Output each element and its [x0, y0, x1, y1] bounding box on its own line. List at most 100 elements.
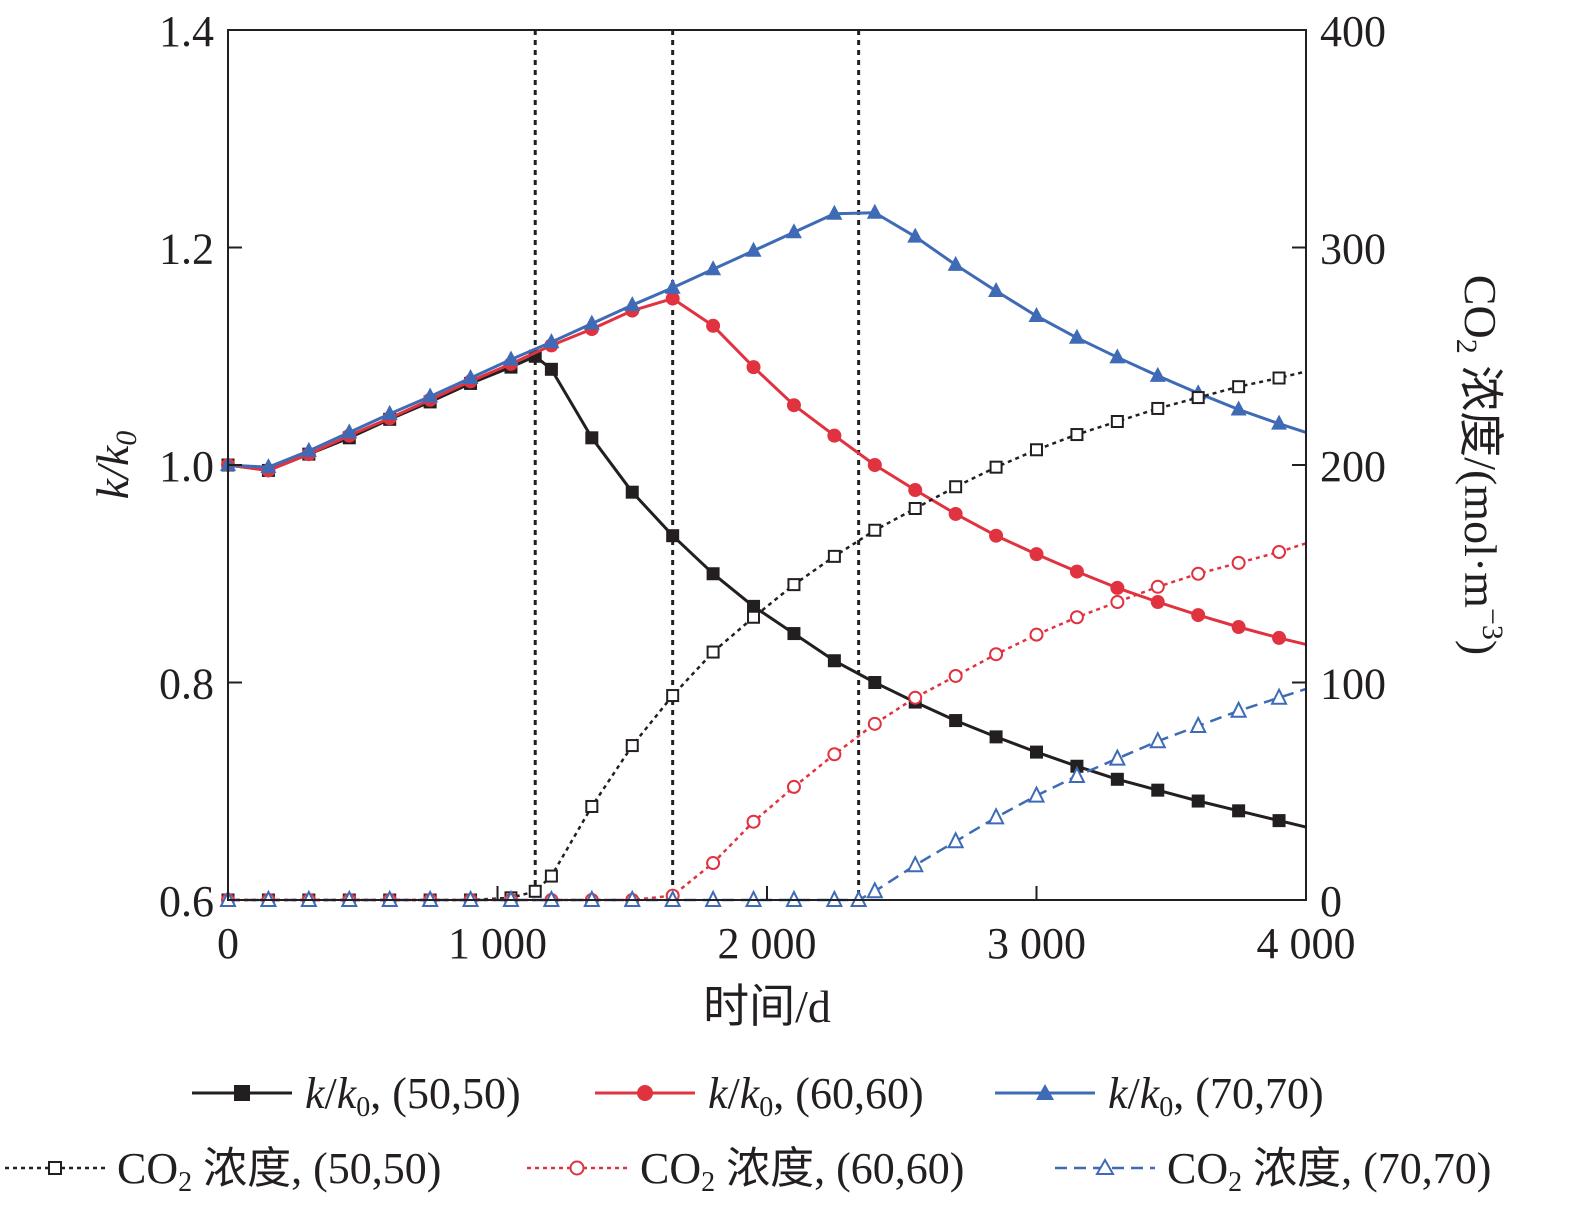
data-point [826, 204, 843, 220]
data-point [1150, 579, 1165, 594]
data-point [1272, 371, 1286, 385]
data-point [1069, 610, 1084, 625]
data-point [1191, 391, 1205, 405]
data-point [543, 333, 560, 349]
data-point [1110, 415, 1124, 428]
legend-item-k-50-50: k/k0, (50,50) [192, 1069, 521, 1123]
data-point [1150, 595, 1165, 610]
data-point [585, 431, 599, 445]
data-point [988, 282, 1005, 297]
data-point [1272, 545, 1287, 559]
data-point [786, 779, 801, 794]
data-point [1272, 814, 1286, 828]
data-point [949, 480, 963, 494]
data-point [906, 854, 924, 873]
data-point [1027, 785, 1046, 803]
data-point [747, 599, 761, 613]
data-point [1270, 687, 1288, 705]
series-3 [221, 370, 1307, 907]
data-point [462, 369, 479, 384]
data-point [746, 814, 761, 829]
data-point [1230, 400, 1247, 416]
data-point [747, 610, 761, 624]
data-point [625, 739, 639, 753]
data-point [868, 676, 882, 689]
series-5 [219, 687, 1307, 907]
data-point [1068, 765, 1086, 784]
data-point [706, 856, 721, 871]
svg-text:k/k0, (50,50): k/k0, (50,50) [305, 1069, 521, 1123]
data-point [1230, 700, 1248, 718]
svg-text:CO2 浓度, (70,70): CO2 浓度, (70,70) [1167, 1144, 1491, 1198]
data-point [1108, 748, 1126, 766]
y-left-tick-label: 1.2 [159, 225, 214, 274]
plot-series [219, 203, 1307, 907]
data-point [585, 799, 599, 813]
data-point [1271, 414, 1288, 430]
y-right-tick-label: 100 [1320, 660, 1386, 709]
data-point [785, 223, 802, 239]
data-point [1029, 627, 1044, 642]
data-point [1151, 783, 1165, 797]
data-point [1070, 428, 1084, 442]
data-point [989, 647, 1004, 662]
data-point [624, 296, 641, 312]
data-point [907, 227, 924, 243]
plot-frame [227, 29, 1307, 901]
data-point [989, 460, 1003, 474]
data-point [868, 523, 882, 537]
legend-item-co2-70-70: CO2 浓度, (70,70) [1055, 1144, 1491, 1198]
data-point [1191, 566, 1206, 581]
data-point [706, 645, 720, 659]
x-tick-label: 2 000 [718, 919, 817, 968]
data-point [1029, 547, 1044, 562]
data-point [866, 881, 884, 899]
data-point [544, 869, 558, 883]
vertical-reference-lines [533, 30, 861, 900]
data-point [625, 485, 639, 499]
data-point [866, 203, 883, 219]
data-point [827, 549, 841, 563]
data-point [947, 831, 965, 849]
data-point [544, 362, 558, 376]
legend: k/k0, (50,50) k/k0, (60,60) k/k0, (70,70… [5, 1069, 1491, 1198]
legend-item-k-70-70: k/k0, (70,70) [995, 1069, 1324, 1123]
y-right-tick-label: 400 [1320, 7, 1386, 56]
data-point [300, 441, 317, 457]
data-point [787, 578, 801, 592]
data-point [1068, 328, 1085, 344]
series-line-3 [228, 370, 1307, 902]
data-point [989, 730, 1003, 744]
data-point [1189, 715, 1207, 733]
data-point [787, 627, 801, 641]
y-left-tick-label: 0.6 [159, 877, 214, 926]
data-point [705, 260, 722, 276]
data-point [1272, 630, 1287, 645]
x-tick-label: 1 000 [448, 919, 547, 968]
data-point [1110, 772, 1124, 786]
data-point [1231, 555, 1246, 570]
svg-text:k/k0, (60,60): k/k0, (60,60) [708, 1069, 924, 1123]
series-line-5 [228, 687, 1307, 902]
svg-text:CO2 浓度, (50,50): CO2 浓度, (50,50) [117, 1144, 441, 1198]
data-point [583, 314, 600, 330]
data-point [746, 360, 761, 375]
svg-text:CO2 浓度, (60,60): CO2 浓度, (60,60) [640, 1144, 964, 1198]
data-point [1191, 608, 1206, 623]
data-point [664, 278, 681, 294]
data-point [908, 690, 923, 705]
data-point [948, 506, 963, 521]
data-point [827, 654, 841, 668]
data-point [908, 502, 922, 515]
data-point [1110, 595, 1125, 610]
data-point [1191, 794, 1205, 808]
legend-item-co2-60-60: CO2 浓度, (60,60) [527, 1144, 964, 1198]
data-point [827, 747, 842, 762]
data-point [1231, 620, 1246, 635]
data-point [1110, 580, 1125, 595]
data-point [786, 398, 801, 413]
data-point [666, 689, 680, 703]
data-point [706, 318, 721, 333]
series-line-2 [227, 211, 1307, 469]
data-point [987, 807, 1005, 825]
